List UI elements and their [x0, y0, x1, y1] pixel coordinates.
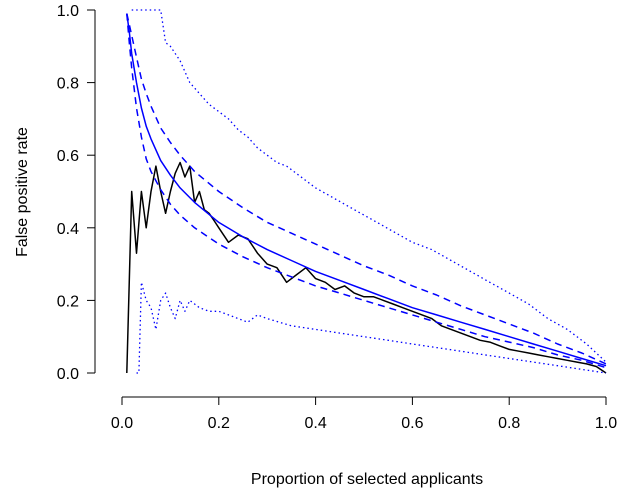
series-layer — [126, 9, 607, 374]
x-tick-label: 0.2 — [208, 415, 230, 432]
series-line-dashed — [126, 13, 607, 369]
x-tick-label: 0.4 — [304, 415, 326, 432]
y-tick-label: 0.0 — [57, 366, 79, 383]
x-tick-label: 0.8 — [498, 415, 520, 432]
x-tick-label: 0.0 — [111, 415, 133, 432]
x-tick-label: 0.6 — [401, 415, 423, 432]
series-line-dashed — [126, 13, 607, 365]
axes: 0.0 0.2 0.4 0.6 0.8 1.0 0.0 0.2 0.4 0.6 0.8 1.0 — [57, 3, 617, 432]
y-tick-label: 1.0 — [57, 3, 79, 20]
y-tick-label: 0.8 — [57, 76, 79, 93]
series-line-solid — [126, 161, 607, 374]
y-axis-title: False positive rate — [14, 127, 31, 257]
y-tick-label: 0.4 — [57, 221, 79, 238]
y-tick-label: 0.6 — [57, 148, 79, 165]
series-line-dotted — [136, 281, 607, 374]
series-line-solid — [126, 13, 607, 367]
x-axis-title: Proportion of selected applicants — [251, 471, 483, 488]
x-tick-label: 1.0 — [595, 415, 617, 432]
y-tick-label: 0.2 — [57, 293, 79, 310]
